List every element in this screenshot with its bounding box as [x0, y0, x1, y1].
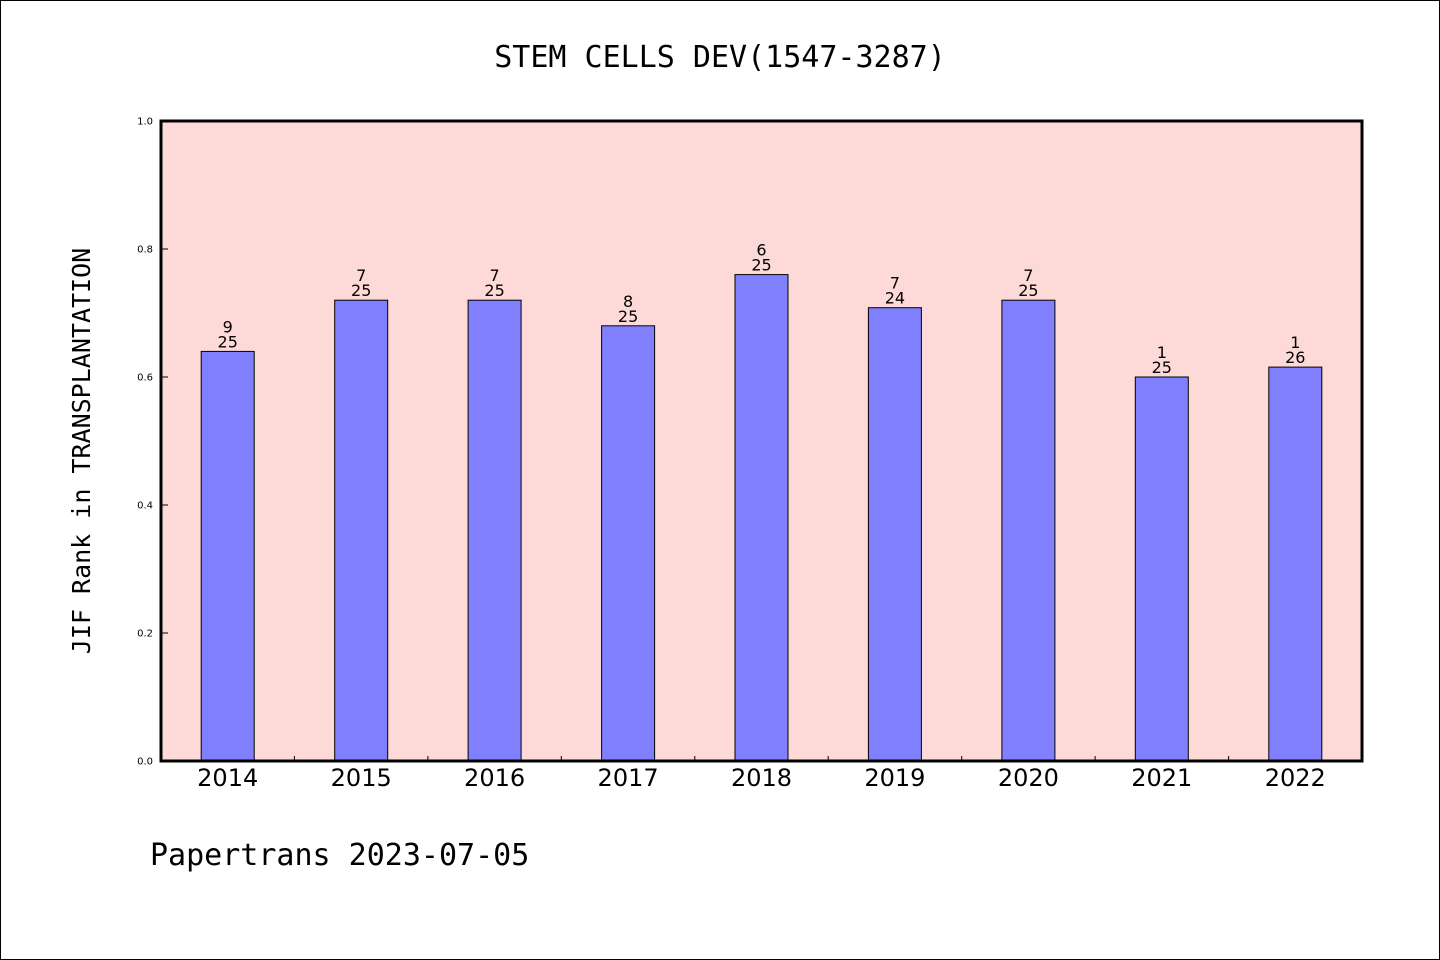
chart-title: STEM CELLS DEV(1547-3287) — [494, 40, 946, 75]
plot-frame — [159, 119, 1364, 763]
bar-label-rank: 6 — [756, 241, 766, 260]
bar-label-total: 25 — [351, 281, 371, 300]
y-axis-label: JIF Rank in TRANSPLANTATION — [67, 248, 96, 654]
bar-label-total: 26 — [1285, 348, 1305, 367]
bar-label-total: 25 — [751, 256, 771, 275]
bar-label-total: 25 — [618, 307, 638, 326]
x-tick-label: 2019 — [864, 764, 925, 792]
bar-2020 — [1001, 299, 1056, 762]
bar-label-total: 25 — [1018, 281, 1038, 300]
bar-2014 — [200, 350, 255, 762]
x-tick-label: 2015 — [331, 764, 392, 792]
bar-label-rank: 7 — [890, 274, 900, 293]
bar-label-rank: 1 — [1290, 333, 1300, 352]
x-tick-label: 2014 — [197, 764, 258, 792]
x-tick-label: 2021 — [1131, 764, 1192, 792]
footer-text: Papertrans 2023-07-05 — [150, 838, 529, 873]
x-axis-ticks: 2014 2015 2016 2017 2018 2019 2020 2021 2022 — [197, 756, 1326, 792]
bar-2018 — [734, 274, 789, 762]
bar-label-total: 25 — [1152, 358, 1172, 377]
x-tick-label: 2022 — [1265, 764, 1326, 792]
x-tick-label: 2016 — [464, 764, 525, 792]
y-tick-label: 0.4 — [137, 501, 153, 512]
bar-label-rank: 9 — [223, 317, 233, 336]
y-tick-label: 0.2 — [137, 629, 153, 640]
bar-2017 — [601, 325, 656, 762]
y-tick-label: 0.8 — [137, 245, 153, 256]
bars-layer — [200, 274, 1323, 762]
bar-label-total: 25 — [484, 281, 504, 300]
x-tick-label: 2020 — [998, 764, 1059, 792]
x-tick-label: 2017 — [598, 764, 659, 792]
bar-label-rank: 1 — [1157, 343, 1167, 362]
bar-2016 — [467, 299, 522, 762]
y-tick-label: 0.6 — [137, 373, 153, 384]
bar-label-total: 24 — [885, 289, 905, 308]
bar-label-total: 25 — [218, 332, 238, 351]
bar-label-rank: 7 — [1023, 266, 1033, 285]
y-tick-label: 1.0 — [137, 117, 153, 128]
bar-2022 — [1268, 366, 1323, 762]
bar-label-rank: 7 — [490, 266, 500, 285]
x-tick-label: 2018 — [731, 764, 792, 792]
bar-2021 — [1134, 376, 1189, 762]
bar-2019 — [867, 307, 922, 762]
y-tick-label: 0.0 — [137, 757, 153, 768]
bar-label-rank: 8 — [623, 292, 633, 311]
bar-2015 — [334, 299, 389, 762]
bar-label-rank: 7 — [356, 266, 366, 285]
